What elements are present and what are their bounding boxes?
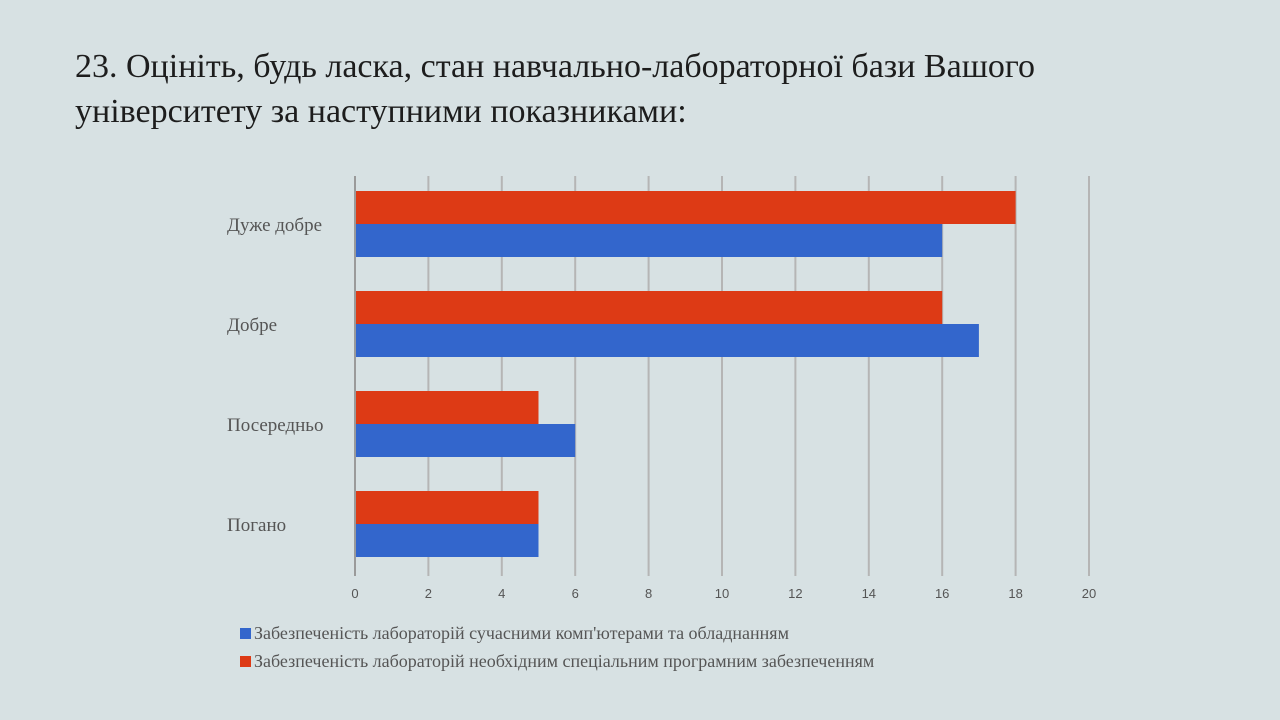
bar [355,524,539,557]
category-label: Дуже добре [227,215,322,236]
category-label: Погано [227,515,286,536]
x-tick-label: 8 [645,586,652,601]
x-tick-label: 18 [1008,586,1022,601]
bars [355,191,1016,557]
bar [355,224,943,257]
x-tick-label: 10 [715,586,729,601]
legend-label: Забезпеченість лабораторій необхідним сп… [254,651,875,671]
slide-title-line-2: університету за наступними показниками: [75,93,687,130]
bar [355,191,1016,224]
slide-title: 23. Оцініть, будь ласка, стан навчально-… [75,44,1225,134]
legend-label: Забезпеченість лабораторій сучасними ком… [254,623,789,643]
x-tick-label: 4 [498,586,505,601]
category-label: Посередньо [227,415,323,436]
x-tick-label: 14 [862,586,876,601]
legend-item: Забезпеченість лабораторій необхідним сп… [240,647,874,675]
category-label: Добре [227,315,277,336]
x-tick-label: 20 [1082,586,1096,601]
slide-title-line-1: 23. Оцініть, будь ласка, стан навчально-… [75,48,1035,85]
bar [355,324,979,357]
x-tick-label: 12 [788,586,802,601]
legend-swatch [240,627,251,639]
x-tick-label: 16 [935,586,949,601]
chart-legend: Забезпеченість лабораторій сучасними ком… [240,619,874,675]
x-tick-label: 2 [425,586,432,601]
labels: 0 2 4 6 8 10 12 14 16 18 20 Дуже добре Добре Посередн… [227,215,1096,601]
bar [355,291,943,324]
legend-swatch [240,655,251,667]
x-tick-label: 6 [572,586,579,601]
bar [355,491,539,524]
x-tick-label: 0 [351,586,358,601]
legend-item: Забезпеченість лабораторій сучасними ком… [240,619,874,647]
bar [355,424,576,457]
bar [355,391,539,424]
